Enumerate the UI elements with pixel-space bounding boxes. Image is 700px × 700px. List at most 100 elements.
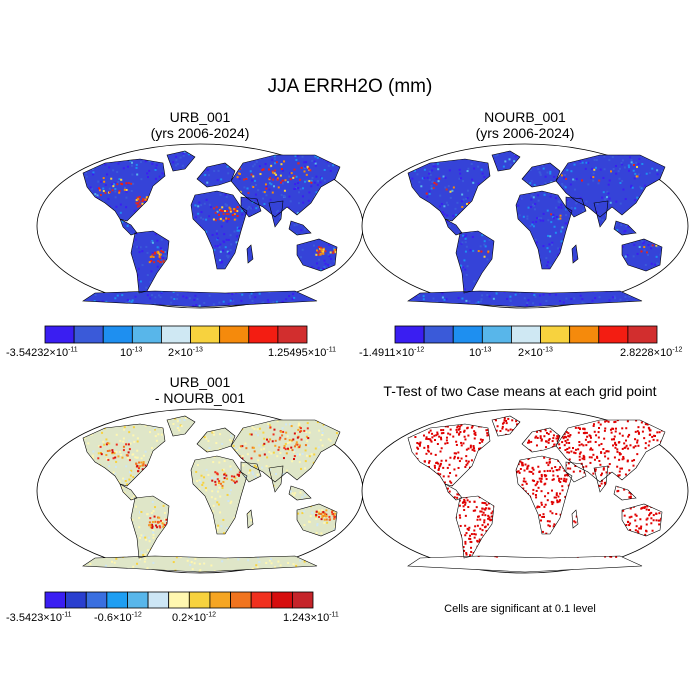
colorbar-urb-box-1 xyxy=(73,325,104,344)
cb-diff-label-2: -0.6×10-12 xyxy=(94,611,142,624)
cb-urb-label-3: 2×10-13 xyxy=(168,346,203,359)
map-urb-coast-8 xyxy=(240,196,262,218)
cb-urb-label-2: 10-13 xyxy=(120,346,143,359)
map-ttest-coast-7 xyxy=(555,419,666,483)
map-ttest-coast-4 xyxy=(521,427,561,453)
map-diff-coast-1 xyxy=(166,415,196,437)
map-diff-coast-3 xyxy=(130,495,170,559)
colorbar-nourb-box-7 xyxy=(598,325,629,344)
panel-title-urb-line1: URB_001 xyxy=(169,109,231,125)
colorbar-urb-box-5 xyxy=(190,325,221,344)
map-ttest-coast-2 xyxy=(444,483,463,501)
map-diff xyxy=(36,408,364,574)
colorbar-urb-box-6 xyxy=(219,325,250,344)
colorbar-urb-box-8 xyxy=(277,325,308,344)
colorbar-urb-box-0 xyxy=(44,325,75,344)
cb-nourb-label-max: 2.8228×10-12 xyxy=(620,346,683,359)
map-nourb-coast-1 xyxy=(491,150,521,172)
colorbar-diff-box-4 xyxy=(127,591,149,609)
panel-title-diff: URB_001 - NOURB_001 xyxy=(50,374,350,406)
colorbar-diff-box-8 xyxy=(209,591,231,609)
map-diff-coast-12 xyxy=(82,555,318,573)
colorbar-diff-box-2 xyxy=(85,591,108,609)
map-diff-coast-4 xyxy=(196,427,236,453)
colorbar-diff-box-0 xyxy=(44,591,67,609)
map-ttest-coast-6 xyxy=(571,509,579,529)
colorbar-diff-box-9 xyxy=(230,591,252,609)
map-diff-coast-0 xyxy=(82,423,166,487)
colorbar-nourb-box-6 xyxy=(569,325,600,344)
colorbar-diff xyxy=(44,591,314,609)
map-urb xyxy=(36,143,364,309)
cb-nourb-label-min: -1.4911×10-12 xyxy=(359,346,425,359)
colorbar-diff-box-1 xyxy=(65,591,87,609)
map-urb-coast-6 xyxy=(246,244,254,264)
colorbar-urb xyxy=(44,325,308,344)
colorbar-diff-box-3 xyxy=(106,591,128,609)
significance-note: Cells are significant at 0.1 level xyxy=(444,603,596,615)
colorbar-diff-box-5 xyxy=(147,591,170,609)
map-nourb-coast-10 xyxy=(613,220,637,236)
panel-title-nourb-line2: (yrs 2006-2024) xyxy=(475,125,575,141)
panel-title-diff-line2: - NOURB_001 xyxy=(154,390,246,406)
map-nourb-coast-5 xyxy=(515,190,573,270)
map-nourb-coast-11 xyxy=(621,238,663,272)
map-diff-coast-8 xyxy=(240,461,262,483)
colorbar-diff-box-12 xyxy=(291,591,314,609)
map-urb-coast-10 xyxy=(288,220,312,236)
colorbar-nourb-box-8 xyxy=(627,325,658,344)
map-nourb-coast-4 xyxy=(521,162,561,188)
colorbar-nourb-box-0 xyxy=(394,325,425,344)
colorbar-nourb-box-5 xyxy=(540,325,571,344)
map-diff-coast-5 xyxy=(190,455,248,535)
map-urb-coast-1 xyxy=(166,150,196,172)
cb-nourb-label-3: 2×10-13 xyxy=(518,346,553,359)
colorbar-urb-box-4 xyxy=(161,325,191,344)
map-urb-coast-7 xyxy=(230,154,341,218)
map-nourb-coast-0 xyxy=(407,158,491,222)
colorbar-urb-box-3 xyxy=(131,325,162,344)
map-ttest xyxy=(361,408,689,574)
map-urb-coast-2 xyxy=(119,218,138,236)
map-nourb-coast-2 xyxy=(444,218,463,236)
panel-title-nourb: NOURB_001 (yrs 2006-2024) xyxy=(375,109,675,141)
colorbar-diff-box-11 xyxy=(271,591,293,609)
map-nourb-coast-7 xyxy=(555,154,666,218)
cb-diff-label-min: -3.5423×10-11 xyxy=(6,611,72,624)
map-diff-coast-9 xyxy=(268,465,284,493)
map-diff-coast-6 xyxy=(246,509,254,529)
map-ttest-coast-10 xyxy=(613,485,637,501)
map-nourb-coast-12 xyxy=(407,290,643,308)
colorbar-urb-box-2 xyxy=(102,325,133,344)
figure-title: JJA ERRH2O (mm) xyxy=(267,76,433,97)
colorbar-urb-box-7 xyxy=(248,325,279,344)
cb-diff-label-max: 1.243×10-11 xyxy=(283,611,339,624)
colorbar-nourb-box-4 xyxy=(511,325,541,344)
cb-diff-label-3: 0.2×10-12 xyxy=(172,611,217,624)
map-urb-coast-5 xyxy=(190,190,248,270)
cb-urb-label-min: -3.54232×10-11 xyxy=(6,346,78,359)
map-ttest-coast-8 xyxy=(565,461,587,483)
colorbar-nourb-box-1 xyxy=(423,325,454,344)
map-ttest-coast-3 xyxy=(455,495,495,559)
colorbar-nourb-box-3 xyxy=(481,325,512,344)
map-diff-coast-7 xyxy=(230,419,341,483)
cb-urb-label-max: 1.25495×10-11 xyxy=(268,346,337,359)
map-diff-coast-10 xyxy=(288,485,312,501)
panel-title-diff-line1: URB_001 xyxy=(169,374,231,390)
map-ttest-coast-11 xyxy=(621,503,663,537)
panel-title-urb: URB_001 (yrs 2006-2024) xyxy=(50,109,350,141)
map-urb-coast-12 xyxy=(82,290,318,308)
map-urb-coast-0 xyxy=(82,158,166,222)
map-diff-coast-2 xyxy=(119,483,138,501)
map-urb-coast-3 xyxy=(130,230,170,294)
colorbar-nourb-box-2 xyxy=(452,325,483,344)
cb-nourb-label-2: 10-13 xyxy=(469,346,492,359)
colorbar-diff-box-10 xyxy=(250,591,273,609)
map-ttest-coast-1 xyxy=(491,415,521,437)
map-nourb xyxy=(361,143,689,309)
map-nourb-coast-6 xyxy=(571,244,579,264)
map-nourb-coast-9 xyxy=(593,200,609,228)
map-urb-coast-9 xyxy=(268,200,284,228)
panel-title-nourb-line1: NOURB_001 xyxy=(484,109,566,125)
